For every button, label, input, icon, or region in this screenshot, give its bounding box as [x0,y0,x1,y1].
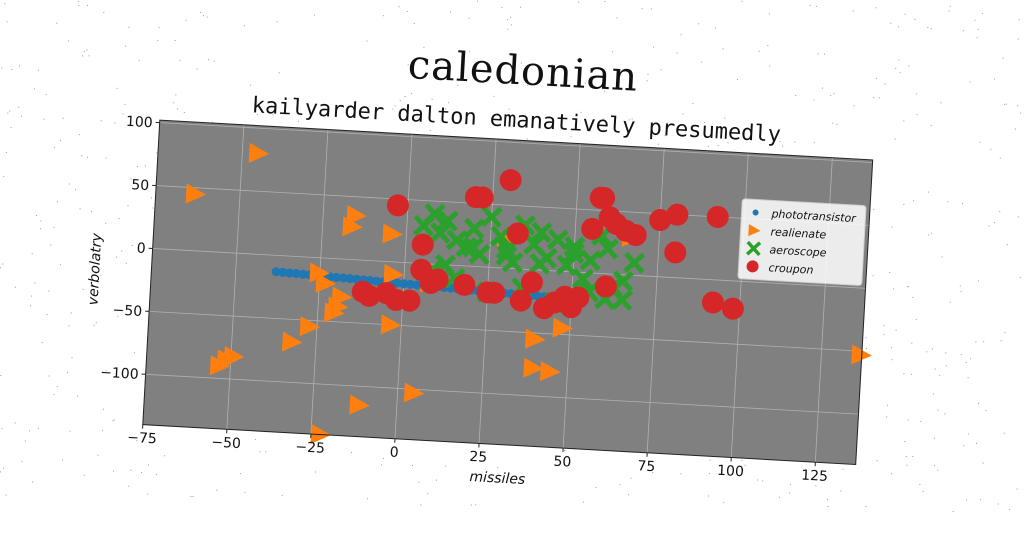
y-tick-label: −50 [112,302,142,320]
chart-figure: caledonian kailyarder dalton emanatively… [0,0,1024,512]
x-tick-label: −25 [295,439,325,457]
x-tick-label: 0 [389,444,399,460]
y-tick-label: 50 [131,177,150,194]
x-tick-label: 50 [553,454,572,471]
y-tick-label: 100 [125,114,153,131]
x-axis-label: missiles [469,469,526,488]
legend-label-croupon: croupon [768,261,814,276]
x-tick-label: 125 [801,467,829,484]
y-tick-label: 0 [136,241,146,257]
x-tick-label: 100 [717,463,745,480]
x-tick-label: −75 [127,430,157,448]
x-tick-label: 25 [469,449,488,466]
y-axis-label: verbolatry [85,232,105,306]
x-tick-label: −50 [211,434,241,452]
legend: phototransistorrealienateaeroscopecroupo… [738,199,866,286]
y-tick-label: −100 [100,365,139,383]
x-tick-label: 75 [637,458,656,475]
